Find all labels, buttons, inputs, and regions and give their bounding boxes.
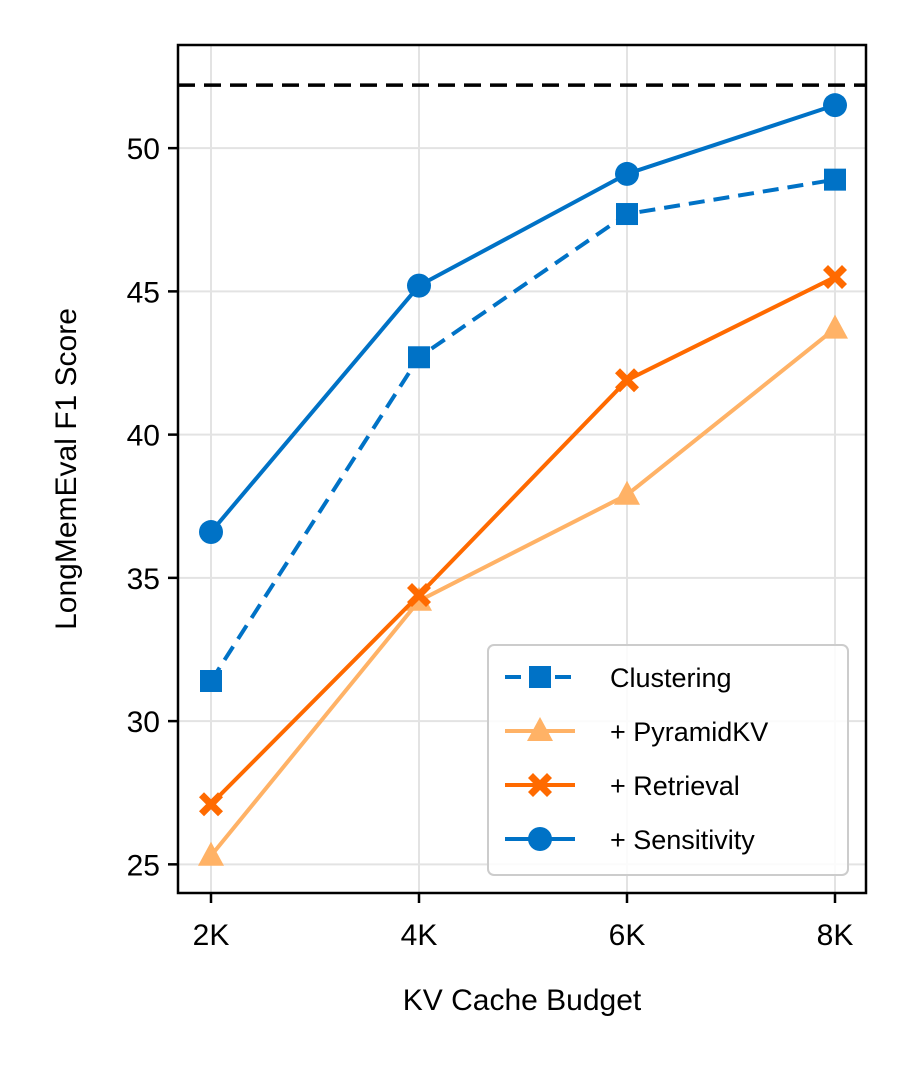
- series-line-retrieval: [209, 275, 836, 806]
- data-point-clustering: [408, 346, 430, 369]
- data-point-retrieval: [823, 265, 847, 290]
- legend-entry-pyramidkv: + PyramidKV: [505, 717, 768, 747]
- legend-entry-retrieval: + Retrieval: [505, 771, 740, 801]
- data-point-pyramidkv: [198, 841, 224, 866]
- legend-label: Clustering: [610, 663, 732, 693]
- data-point-sensitivity: [407, 273, 431, 298]
- data-point-clustering: [200, 670, 222, 692]
- x-tick-label: 2K: [193, 919, 230, 952]
- y-tick-label: 40: [127, 420, 160, 453]
- series-group: [198, 93, 848, 866]
- series-clustering: [200, 168, 846, 692]
- data-point-sensitivity: [823, 93, 847, 118]
- data-point-sensitivity: [615, 161, 639, 186]
- legend: Clustering + PyramidKV + Retrieval + Sensit…: [487, 644, 849, 876]
- legend-label: + Sensitivity: [610, 825, 755, 855]
- legend-entry-sensitivity: + Sensitivity: [505, 825, 755, 855]
- data-point-clustering: [616, 203, 638, 226]
- legend-box: [487, 644, 849, 876]
- series-sensitivity: [199, 93, 847, 545]
- plot-frame: [176, 43, 868, 895]
- axis-ticks: 25 30 35 40 45 50 2K 4K 6K 8K: [127, 133, 854, 952]
- data-point-pyramidkv: [614, 480, 640, 505]
- x-tick-label: 8K: [817, 919, 854, 952]
- x-tick-label: 6K: [609, 919, 646, 952]
- data-point-retrieval: [407, 583, 431, 608]
- series-line-sensitivity: [209, 103, 836, 534]
- y-tick-label: 25: [127, 849, 160, 882]
- y-tick-label: 45: [127, 276, 160, 309]
- legend-label: + PyramidKV: [610, 717, 768, 747]
- legend-marker: [528, 827, 552, 851]
- legend-marker: [527, 717, 553, 741]
- legend-marker: [528, 773, 552, 797]
- data-point-retrieval: [615, 368, 639, 393]
- series-retrieval: [199, 265, 847, 817]
- data-point-pyramidkv: [822, 314, 848, 339]
- y-axis-title: LongMemEval F1 Score: [50, 308, 83, 630]
- y-tick-label: 30: [127, 706, 160, 739]
- legend-entry-clustering: Clustering: [505, 663, 732, 693]
- series-line-clustering: [209, 177, 836, 683]
- x-axis-title: KV Cache Budget: [403, 984, 642, 1017]
- legend-marker: [529, 666, 551, 688]
- data-point-retrieval: [199, 792, 223, 817]
- y-tick-label: 35: [127, 563, 160, 596]
- data-point-sensitivity: [199, 520, 223, 545]
- legend-label: + Retrieval: [610, 771, 740, 801]
- y-tick-label: 50: [127, 133, 160, 166]
- x-tick-label: 4K: [401, 919, 438, 952]
- series-line-pyramidkv: [209, 327, 837, 858]
- data-point-clustering: [824, 168, 846, 191]
